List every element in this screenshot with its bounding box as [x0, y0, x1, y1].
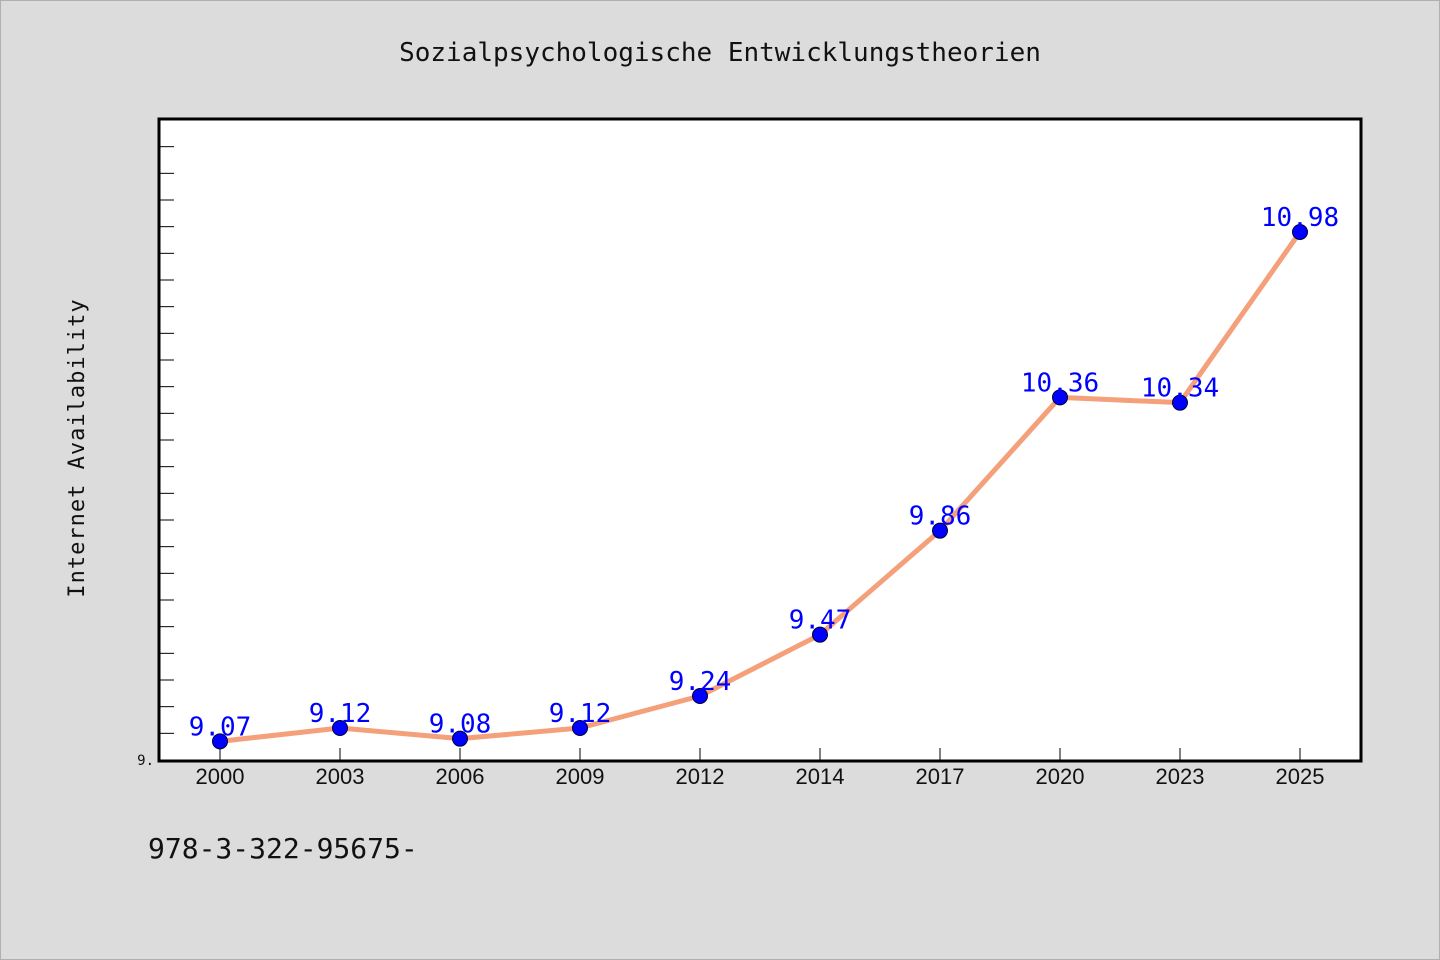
data-point-marker — [1052, 389, 1068, 406]
x-tick-label: 2017 — [916, 764, 965, 789]
data-point-marker — [332, 720, 348, 736]
data-label: 9.47 — [789, 606, 852, 636]
data-point-marker — [692, 688, 708, 704]
y-tick-label: 9. — [137, 753, 154, 769]
series-group — [212, 224, 1308, 750]
data-label: 10.36 — [1021, 368, 1099, 398]
data-point-marker — [572, 720, 588, 736]
x-axis-ticks: 2000 2003 2006 2009 2012 2014 2017 2020 2023 2025 — [196, 748, 1325, 789]
x-tick-label: 2020 — [1036, 764, 1085, 789]
plot-area — [157, 117, 1363, 763]
data-label: 9.07 — [189, 712, 252, 742]
data-label: 9.24 — [669, 667, 732, 697]
y-axis-ticks: 9. — [137, 146, 174, 769]
data-point-marker — [812, 626, 828, 643]
chart-title: Sozialpsychologische Entwicklungstheorie… — [399, 38, 1041, 68]
series-line — [217, 229, 1303, 744]
x-tick-label: 2006 — [436, 764, 485, 789]
data-label: 9.86 — [909, 502, 972, 532]
data-label: 9.12 — [309, 699, 372, 729]
data-point-marker — [212, 733, 228, 750]
x-tick-label: 2025 — [1276, 764, 1325, 789]
x-tick-label: 2009 — [556, 764, 605, 789]
data-label: 10.34 — [1141, 374, 1219, 404]
x-tick-label: 2012 — [676, 764, 725, 789]
x-tick-label: 2003 — [316, 764, 365, 789]
x-tick-label: 2000 — [196, 764, 245, 789]
data-label: 10.98 — [1261, 203, 1339, 233]
data-point-marker — [932, 522, 948, 539]
footer-text: 978-3-322-95675- — [148, 832, 418, 865]
data-label: 9.08 — [429, 710, 492, 740]
data-point-marker — [1292, 224, 1308, 240]
x-tick-label: 2023 — [1156, 764, 1205, 789]
data-point-marker — [1172, 394, 1188, 411]
data-point-marker — [452, 730, 468, 747]
x-tick-label: 2014 — [796, 764, 845, 789]
data-labels-group: 9.07 9.12 9.08 9.12 9.24 9.47 9.86 10.36 10.34 10… — [189, 203, 1339, 742]
y-axis-label: Internet Availability — [65, 298, 90, 597]
data-label: 9.12 — [549, 699, 612, 729]
